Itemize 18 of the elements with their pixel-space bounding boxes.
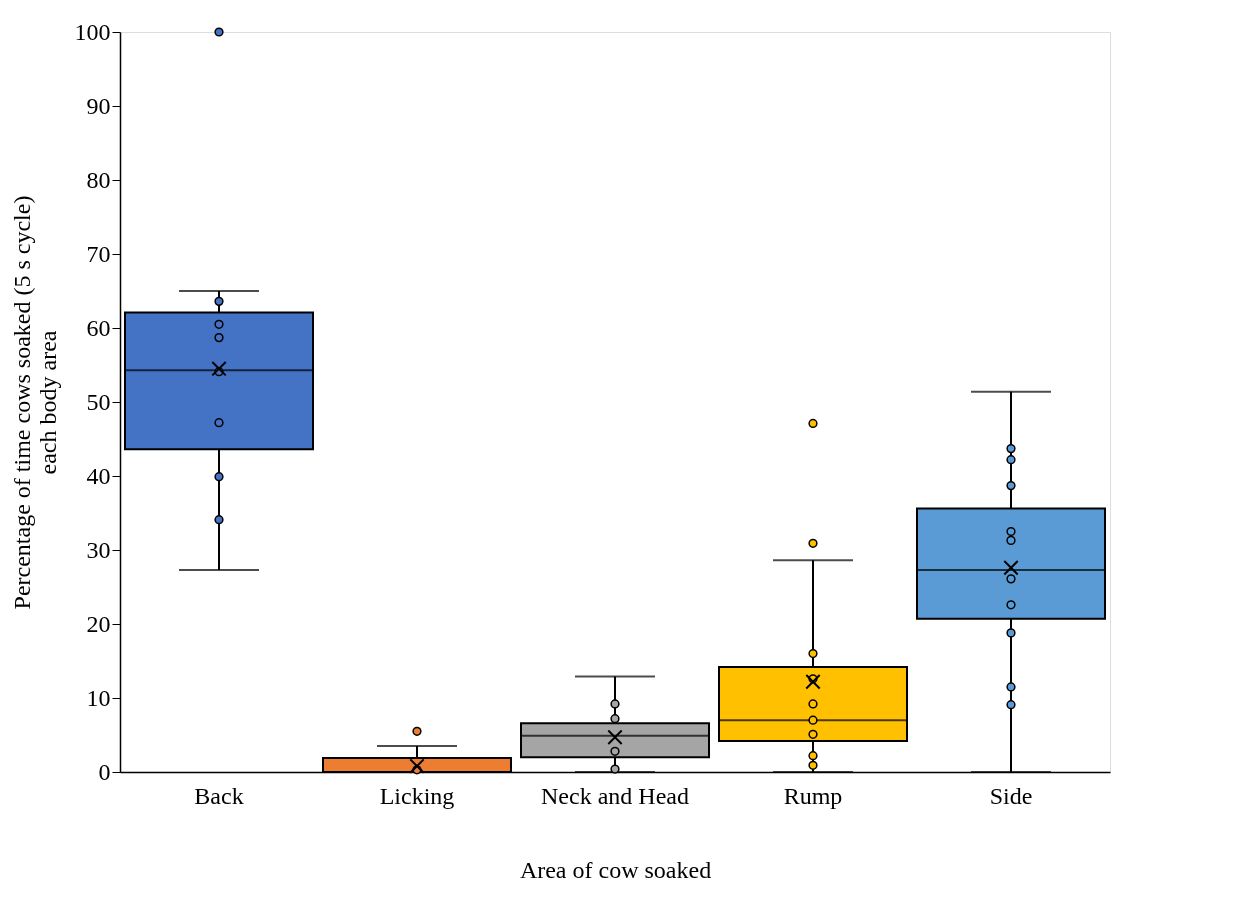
x-tick-label: Side (989, 782, 1033, 809)
x-axis-title: Area of cow soaked (519, 856, 712, 883)
y-tick-label: 90 (86, 92, 111, 119)
y-tick-label: 80 (86, 166, 111, 193)
x-tick-label: Neck and Head (541, 782, 689, 809)
y-tick-label: 50 (86, 388, 111, 415)
y-tick-label: 30 (86, 536, 111, 563)
y-tick-label: 0 (98, 758, 111, 785)
y-tick-label: 10 (86, 684, 111, 711)
y-tick-label: 70 (86, 240, 111, 267)
y-tick-label: 100 (74, 18, 111, 45)
x-tick-label: Rump (783, 782, 843, 809)
y-tick-label: 20 (86, 610, 111, 637)
x-tick-label: Licking (379, 782, 455, 809)
x-tick-label: Back (194, 782, 244, 809)
y-tick-label: 40 (86, 462, 111, 489)
y-tick-label: 60 (86, 314, 111, 341)
y-axis-title: Percentage of time cows soaked (5 s cycle) each body area (8, 195, 61, 610)
